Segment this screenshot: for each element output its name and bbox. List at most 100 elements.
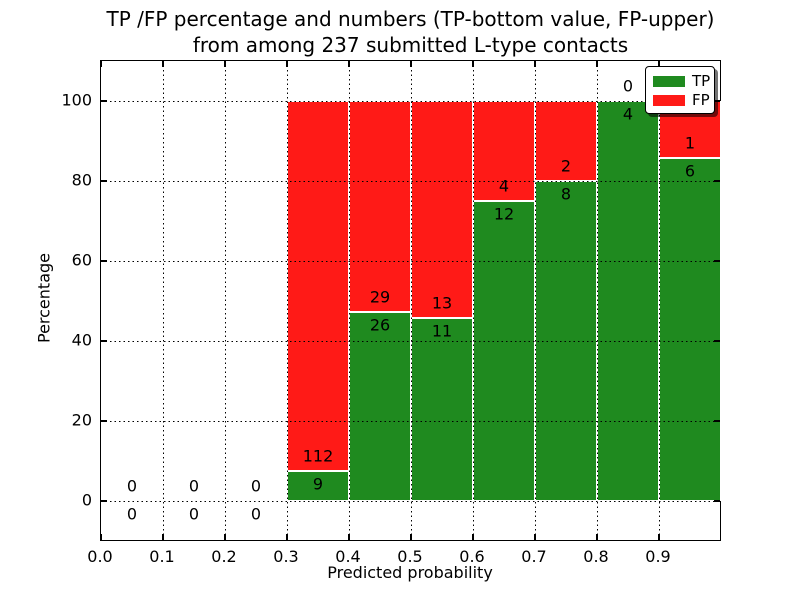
x-axis-label: Predicted probability bbox=[327, 563, 493, 582]
x-tick-label: 0.0 bbox=[87, 547, 113, 566]
bar-count-label-fp: 0 bbox=[188, 476, 200, 496]
x-tick-mark-bottom bbox=[658, 534, 660, 540]
x-tick-label: 0.5 bbox=[397, 547, 423, 566]
x-tick-mark-bottom bbox=[224, 534, 226, 540]
y-tick-mark-left bbox=[101, 340, 107, 342]
bar-count-label-tp: 0 bbox=[250, 504, 262, 524]
x-tick-label: 0.4 bbox=[335, 547, 361, 566]
y-tick-mark-right bbox=[714, 420, 720, 422]
bar-count-label-fp: 112 bbox=[302, 446, 334, 466]
gridline-horizontal bbox=[101, 421, 720, 422]
bar-count-label-tp: 0 bbox=[126, 504, 138, 524]
x-tick-label: 0.3 bbox=[273, 547, 299, 566]
x-tick-mark-bottom bbox=[410, 534, 412, 540]
gridline-vertical bbox=[472, 61, 474, 540]
gridline-vertical bbox=[224, 61, 226, 540]
gridline-horizontal bbox=[101, 181, 720, 182]
bar-segment-fp bbox=[349, 101, 411, 312]
x-tick-mark-top bbox=[348, 61, 350, 67]
legend-label: FP bbox=[692, 91, 710, 109]
gridline-horizontal bbox=[101, 501, 720, 502]
bar-count-label-fp: 2 bbox=[560, 156, 572, 176]
y-tick-label: 20 bbox=[71, 410, 92, 430]
bar-segment-tp bbox=[411, 317, 473, 501]
x-tick-mark-top bbox=[162, 61, 164, 67]
gridline-vertical bbox=[286, 61, 288, 540]
x-tick-mark-bottom bbox=[162, 534, 164, 540]
x-tick-label: 0.8 bbox=[583, 547, 609, 566]
gridline-vertical bbox=[410, 61, 412, 540]
y-tick-label: 100 bbox=[61, 90, 92, 110]
y-tick-mark-right bbox=[714, 180, 720, 182]
bar-segment-tp bbox=[473, 201, 535, 501]
x-tick-mark-top bbox=[658, 61, 660, 67]
bar-count-label-fp: 0 bbox=[126, 476, 138, 496]
bar-segment-tp bbox=[659, 158, 721, 501]
y-tick-mark-right bbox=[714, 340, 720, 342]
plot-area: 0 0 0 0 0 0 112 9 29 26 13 11 4 12 2 8 0 4 1 6 bbox=[100, 60, 721, 541]
y-tick-mark-right bbox=[714, 100, 720, 102]
x-tick-label: 0.6 bbox=[459, 547, 485, 566]
bar-segment-tp bbox=[349, 311, 411, 501]
bar-count-label-fp: 1 bbox=[684, 133, 696, 153]
x-tick-mark-top bbox=[596, 61, 598, 67]
x-tick-label: 0.2 bbox=[211, 547, 237, 566]
x-tick-mark-bottom bbox=[534, 534, 536, 540]
legend-swatch-tp bbox=[653, 76, 685, 87]
legend-entry-fp: FP bbox=[653, 91, 714, 110]
legend-swatch-fp bbox=[653, 95, 685, 106]
x-tick-mark-top bbox=[224, 61, 226, 67]
gridline-horizontal bbox=[101, 101, 720, 102]
y-axis-label: Percentage bbox=[34, 252, 54, 344]
gridline-vertical bbox=[658, 61, 660, 540]
bar-count-label-fp: 0 bbox=[250, 476, 262, 496]
bar-count-label-tp: 9 bbox=[312, 474, 324, 494]
bar-count-label-tp: 12 bbox=[493, 204, 515, 224]
gridline-vertical bbox=[534, 61, 536, 540]
chart-title: TP /FP percentage and numbers (TP-bottom… bbox=[100, 6, 721, 58]
y-tick-mark-left bbox=[101, 100, 107, 102]
chart-title-line1: TP /FP percentage and numbers (TP-bottom… bbox=[106, 7, 715, 31]
bar-count-label-fp: 0 bbox=[622, 76, 634, 96]
bar-count-label-tp: 0 bbox=[188, 504, 200, 524]
x-tick-label: 0.9 bbox=[645, 547, 671, 566]
y-tick-mark-right bbox=[714, 500, 720, 502]
bar-count-label-tp: 26 bbox=[369, 315, 391, 335]
x-tick-mark-bottom bbox=[596, 534, 598, 540]
bar-count-label-fp: 13 bbox=[431, 293, 453, 313]
y-tick-label: 60 bbox=[71, 250, 92, 270]
x-tick-mark-bottom bbox=[348, 534, 350, 540]
gridline-horizontal bbox=[101, 261, 720, 262]
bar-segment-fp bbox=[287, 101, 349, 472]
bar-count-label-fp: 4 bbox=[498, 176, 510, 196]
bar-count-label-tp: 8 bbox=[560, 184, 572, 204]
x-tick-mark-bottom bbox=[472, 534, 474, 540]
legend-entry-tp: TP bbox=[653, 72, 714, 91]
y-tick-mark-left bbox=[101, 500, 107, 502]
bar-segment-tp bbox=[597, 101, 659, 501]
x-tick-mark-top bbox=[534, 61, 536, 67]
y-tick-mark-right bbox=[714, 260, 720, 262]
y-tick-mark-left bbox=[101, 420, 107, 422]
gridline-vertical bbox=[162, 61, 164, 540]
x-tick-label: 0.7 bbox=[521, 547, 547, 566]
x-tick-mark-top bbox=[286, 61, 288, 67]
bar-count-label-tp: 11 bbox=[431, 321, 453, 341]
legend: TP FP bbox=[645, 66, 715, 114]
y-tick-mark-left bbox=[101, 180, 107, 182]
y-tick-label: 0 bbox=[81, 490, 92, 510]
x-tick-mark-top bbox=[410, 61, 412, 67]
y-tick-label: 40 bbox=[71, 330, 92, 350]
bar-count-label-fp: 29 bbox=[369, 287, 391, 307]
bar-count-label-tp: 4 bbox=[622, 104, 634, 124]
bar-segment-fp bbox=[411, 101, 473, 318]
x-tick-mark-bottom bbox=[100, 534, 102, 540]
legend-label: TP bbox=[692, 72, 711, 90]
chart-title-line2: from among 237 submitted L-type contacts bbox=[192, 33, 629, 57]
gridline-horizontal bbox=[101, 341, 720, 342]
bar-count-label-tp: 6 bbox=[684, 161, 696, 181]
x-tick-mark-top bbox=[472, 61, 474, 67]
x-tick-mark-top bbox=[100, 61, 102, 67]
y-tick-mark-left bbox=[101, 260, 107, 262]
